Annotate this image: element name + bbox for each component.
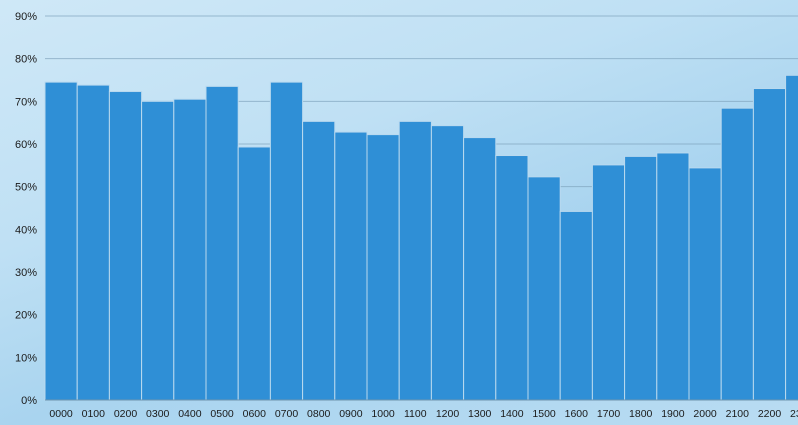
y-tick-label: 80% — [15, 54, 37, 66]
y-tick-label: 70% — [15, 96, 37, 108]
x-tick-label: 2300 — [790, 408, 798, 420]
x-tick-label: 0900 — [339, 408, 363, 420]
bar-1300 — [463, 137, 497, 401]
x-tick-label: 0700 — [275, 408, 299, 420]
x-tick-label: 0200 — [114, 408, 138, 420]
x-axis-ticks: 0000 0100 0200 0300 0400 0500 0600 0700 0800 0900… — [49, 408, 798, 420]
x-tick-label: 0400 — [178, 408, 202, 420]
bar-1400 — [495, 155, 529, 401]
y-axis-ticks: 0% 10% 20% 30% 40% 50% 60% 70% 80% 90% — [15, 11, 37, 407]
x-tick-label: 1900 — [661, 408, 685, 420]
y-tick-label: 20% — [15, 310, 37, 322]
x-tick-label: 0600 — [243, 408, 267, 420]
x-tick-label: 1400 — [500, 408, 524, 420]
bar-0200 — [108, 91, 143, 401]
bar-0700 — [269, 81, 304, 401]
y-tick-label: 60% — [15, 139, 37, 151]
bar-0900 — [334, 131, 368, 401]
bar-1000 — [366, 134, 400, 401]
x-tick-label: 1000 — [371, 408, 395, 420]
bar-1500 — [527, 176, 561, 401]
y-tick-label: 30% — [15, 267, 37, 279]
x-tick-label: 1100 — [404, 408, 427, 420]
bar-2000 — [688, 167, 722, 401]
bar-0400 — [173, 98, 207, 401]
x-tick-label: 0100 — [82, 408, 106, 420]
x-tick-label: 1700 — [597, 408, 621, 420]
bar-1600 — [559, 210, 593, 401]
bar-0600 — [237, 146, 271, 401]
bar-0800 — [302, 120, 336, 401]
bar-1800 — [624, 155, 658, 401]
x-tick-label: 2100 — [726, 408, 750, 420]
x-tick-label: 1500 — [532, 408, 556, 420]
bar-0100 — [76, 84, 110, 401]
y-tick-label: 50% — [15, 182, 37, 194]
x-tick-label: 1200 — [436, 408, 460, 420]
x-tick-label: 0800 — [307, 408, 331, 420]
bar-2200 — [752, 88, 787, 401]
bar-1200 — [430, 125, 465, 401]
bar-1900 — [656, 152, 690, 401]
bar-1700 — [591, 164, 626, 401]
bar-2100 — [720, 107, 754, 401]
x-tick-label: 1800 — [629, 408, 653, 420]
y-tick-label: 0% — [21, 395, 37, 407]
y-tick-label: 90% — [15, 11, 37, 23]
x-tick-label: 0000 — [49, 408, 73, 420]
x-tick-label: 1600 — [565, 408, 589, 420]
bars — [44, 74, 798, 401]
x-tick-label: 1300 — [468, 408, 492, 420]
bar-0000 — [44, 81, 78, 401]
bar-0500 — [205, 85, 239, 401]
bar-0300 — [141, 100, 175, 401]
bar-1100 — [398, 120, 432, 401]
bar-2300 — [785, 74, 798, 401]
x-tick-label: 2000 — [693, 408, 717, 420]
x-tick-label: 2200 — [758, 408, 782, 420]
y-tick-label: 10% — [15, 352, 37, 364]
y-tick-label: 40% — [15, 224, 37, 236]
x-tick-label: 0500 — [210, 408, 234, 420]
x-tick-label: 0300 — [146, 408, 170, 420]
